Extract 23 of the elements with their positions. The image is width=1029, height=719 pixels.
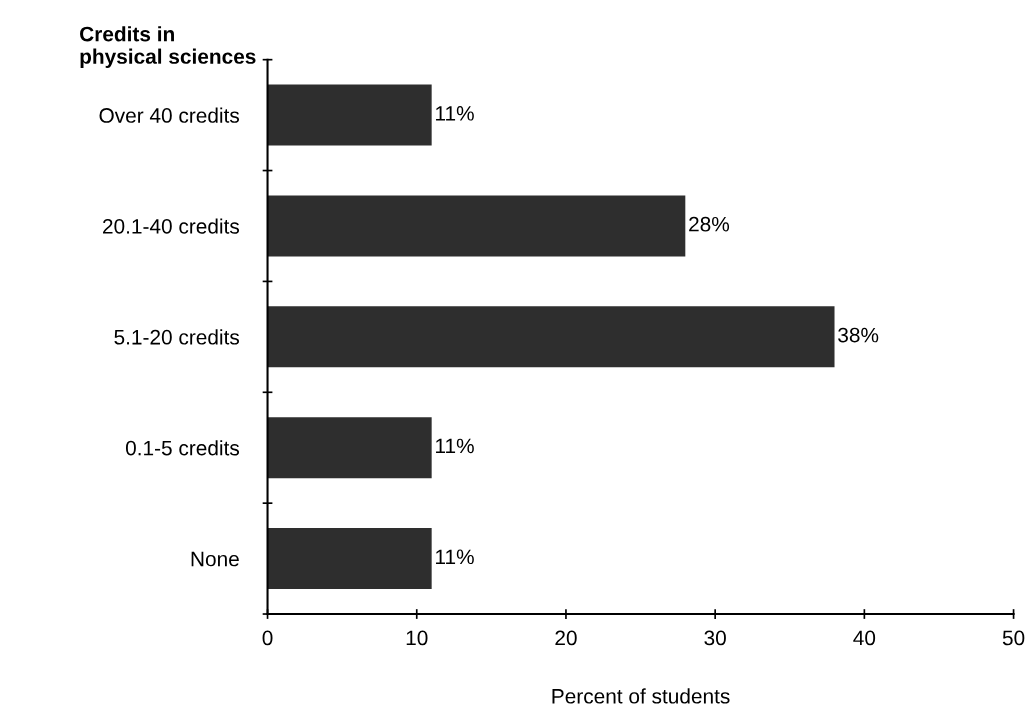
- x-tick-label: 0: [262, 630, 273, 646]
- data-label: 11%: [436, 438, 474, 454]
- y-tick-label: 5.1-20 credits: [114, 329, 240, 345]
- bar: [267, 195, 686, 257]
- bar: [267, 417, 432, 479]
- x-tick-label: 10: [406, 630, 428, 646]
- y-axis-title: Credits in physical sciences: [80, 26, 256, 68]
- x-tick-label: 50: [1002, 630, 1025, 646]
- data-label: 11%: [436, 106, 474, 121]
- x-tick-label: 40: [853, 630, 876, 646]
- data-label: 28%: [689, 216, 730, 232]
- x-tick-label: 30: [704, 630, 726, 646]
- bar: [267, 306, 835, 368]
- y-tick-label: 0.1-5 credits: [125, 440, 240, 456]
- data-label: 38%: [838, 327, 879, 343]
- x-tick-label: 20: [555, 630, 577, 646]
- bar: [267, 528, 432, 590]
- bar: [267, 84, 432, 146]
- y-tick-label: Over 40 credits: [99, 107, 240, 123]
- data-label: 11%: [436, 549, 474, 565]
- x-axis-title: Percent of students: [552, 688, 730, 704]
- y-tick-label: None: [191, 551, 239, 567]
- y-tick-label: 20.1-40 credits: [103, 218, 240, 234]
